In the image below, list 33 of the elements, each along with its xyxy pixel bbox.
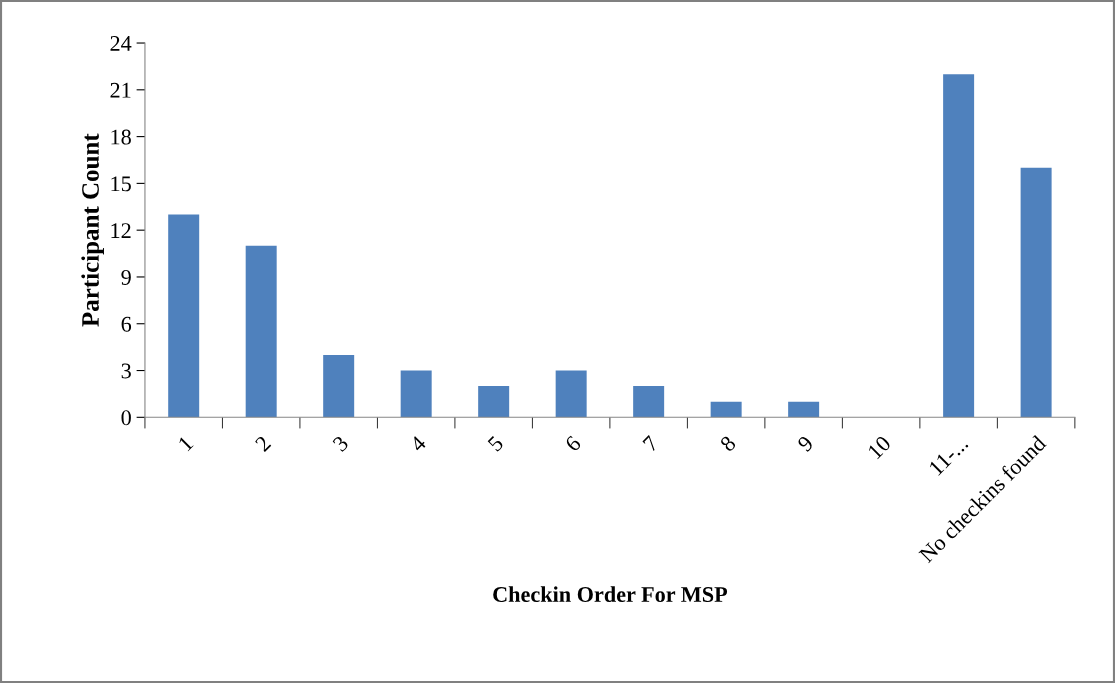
x-tick-label: 5 <box>487 435 505 452</box>
y-tick-label: 21 <box>110 82 131 98</box>
x-tick-label: 11-... <box>928 435 969 476</box>
x-tick-label: 7 <box>642 435 660 452</box>
y-tick-label: 9 <box>121 269 131 285</box>
y-tick-label: 0 <box>121 410 131 426</box>
bar <box>323 354 355 418</box>
x-tick-label: 6 <box>564 434 582 453</box>
y-tick-label: 15 <box>111 176 131 192</box>
y-axis-title: Participant Count <box>81 133 104 327</box>
bar <box>478 386 510 418</box>
bar <box>245 245 277 418</box>
y-tick-label: 12 <box>111 223 131 238</box>
x-tick-label: 9 <box>796 435 815 453</box>
y-tick-label: 18 <box>111 129 131 145</box>
bar <box>788 401 820 418</box>
bar <box>168 214 200 418</box>
y-tick-label: 24 <box>110 36 132 51</box>
x-tick-label: 3 <box>332 435 350 453</box>
x-tick-label: 8 <box>719 435 737 453</box>
x-tick-label: 2 <box>254 435 272 453</box>
bar <box>633 386 665 418</box>
bar <box>943 74 975 418</box>
bar <box>555 370 587 418</box>
x-tick-label: 4 <box>409 434 427 453</box>
x-tick-label: 1 <box>177 435 194 452</box>
x-tick-label: 10 <box>867 435 892 460</box>
x-axis-title: Checkin Order For MSP <box>493 586 728 603</box>
bar <box>400 370 432 418</box>
y-tick-label: 3 <box>121 363 131 379</box>
bar <box>1020 167 1052 418</box>
bar <box>710 401 742 418</box>
y-tick-label: 6 <box>121 316 132 332</box>
